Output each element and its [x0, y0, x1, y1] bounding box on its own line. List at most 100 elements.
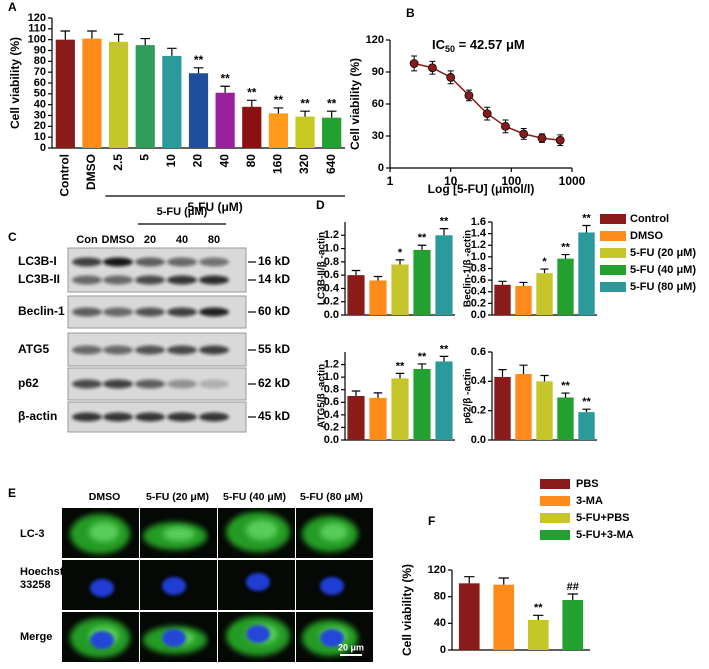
error-bar — [395, 259, 405, 265]
data-point — [482, 109, 492, 118]
error-bar — [519, 281, 528, 286]
blot-band — [103, 379, 133, 389]
error-bar — [351, 269, 361, 276]
significance-label: ** — [582, 212, 591, 224]
y-tick-label: 80 — [434, 591, 446, 603]
x-tick-label: 20 — [191, 154, 205, 168]
x-tick-label: 1 — [387, 174, 394, 188]
panel-label: A — [8, 0, 17, 14]
y-tick-label: 0.8 — [324, 256, 339, 268]
bar — [322, 117, 342, 148]
bar — [347, 396, 365, 440]
blot-band — [135, 257, 165, 267]
error-bar — [140, 37, 151, 46]
bar — [557, 397, 574, 440]
nucleus — [90, 579, 114, 597]
significance-label: ** — [534, 602, 543, 614]
error-bar — [220, 85, 230, 93]
significance-label: ** — [220, 71, 230, 85]
blot-band — [103, 345, 133, 355]
y-tick-label: 1.6 — [471, 216, 486, 228]
nucleus — [162, 629, 186, 647]
error-bar — [395, 372, 405, 379]
bar — [268, 113, 288, 148]
blot-row-label: LC3B-I — [18, 254, 57, 268]
y-tick-label: 1.0 — [471, 251, 486, 263]
significance-label: * — [542, 256, 547, 268]
y-tick-label: 0.6 — [324, 269, 339, 281]
legend-label: 5-FU+3-MA — [576, 529, 634, 541]
bar — [458, 583, 480, 650]
panel-label: F — [428, 514, 435, 528]
y-tick-label: 0.2 — [471, 297, 486, 309]
blot-band — [199, 379, 229, 389]
blot-row-label: LC3B-II — [18, 272, 60, 286]
cell-lc3 — [320, 523, 348, 541]
legend-label: 5-FU (80 μM) — [630, 281, 696, 293]
lane-label: DMSO — [102, 234, 135, 246]
blot-band — [135, 307, 165, 317]
panel-label: D — [316, 198, 325, 212]
bar — [215, 92, 235, 148]
panel-label: E — [8, 486, 16, 500]
legend-label: 5-FU (40 μM) — [630, 264, 696, 276]
cell-lc3 — [246, 520, 278, 540]
y-axis-label: Cell viability (%) — [348, 58, 362, 150]
blot-band — [103, 307, 133, 317]
significance-label: ** — [300, 96, 310, 110]
legend-swatch — [540, 479, 570, 489]
error-bar — [582, 224, 591, 233]
y-tick-label: 20 — [34, 120, 46, 132]
significance-label: ** — [327, 96, 337, 110]
bar — [369, 280, 387, 315]
significance-label: ## — [567, 581, 579, 593]
panel-label: C — [8, 230, 17, 244]
legend-swatch — [600, 265, 626, 275]
data-point — [446, 72, 456, 82]
nucleus — [162, 577, 186, 595]
y-axis-label: LC3B-II/β -actin — [317, 232, 328, 305]
bar — [55, 39, 75, 148]
blot-band — [103, 257, 133, 267]
blot-band — [167, 412, 197, 422]
column-header: 5-FU (80 μM) — [300, 491, 363, 503]
lane-label: Con — [76, 234, 98, 246]
error-bar — [561, 392, 570, 398]
legend-swatch — [540, 530, 570, 540]
error-bar — [167, 47, 177, 56]
blot-title: 5-FU (μM) — [157, 206, 208, 218]
error-bar — [193, 67, 204, 74]
legend-label: 5-FU (20 μM) — [630, 247, 696, 259]
bar — [162, 55, 182, 148]
x-tick-label: 80 — [244, 154, 258, 168]
y-axis-label: Cell viability (%) — [8, 37, 22, 129]
error-bar — [540, 268, 549, 274]
annotation-part: 50 — [445, 44, 455, 54]
bar — [435, 235, 453, 315]
legend-swatch — [540, 513, 570, 523]
y-tick-label: 0 — [40, 142, 46, 154]
x-tick-label: 1000 — [559, 174, 586, 188]
x-axis-label: Log [5-FU] (μmol/l) — [428, 182, 535, 196]
significance-label: ** — [440, 343, 449, 355]
y-tick-label: 30 — [34, 109, 46, 121]
bar — [135, 45, 155, 149]
group-label: 5-FU (μM) — [187, 200, 242, 214]
y-tick-label: 0 — [378, 162, 384, 174]
error-bar — [439, 355, 449, 362]
y-tick-label: 120 — [366, 34, 384, 46]
blot-band — [135, 412, 165, 422]
error-bar — [464, 576, 475, 584]
y-tick-label: 1.2 — [324, 358, 339, 370]
y-tick-label: 0.4 — [324, 282, 340, 294]
error-bar — [373, 392, 383, 398]
legend-swatch — [600, 231, 626, 241]
column-header: 5-FU (40 μM) — [223, 491, 286, 503]
bar — [536, 381, 553, 440]
nucleus — [320, 577, 344, 595]
annotation: IC50 = 42.57 μM — [432, 37, 525, 54]
significance-label: ** — [396, 360, 405, 372]
data-point — [428, 63, 437, 73]
lane-label: 40 — [176, 234, 188, 246]
nucleus — [320, 629, 344, 647]
